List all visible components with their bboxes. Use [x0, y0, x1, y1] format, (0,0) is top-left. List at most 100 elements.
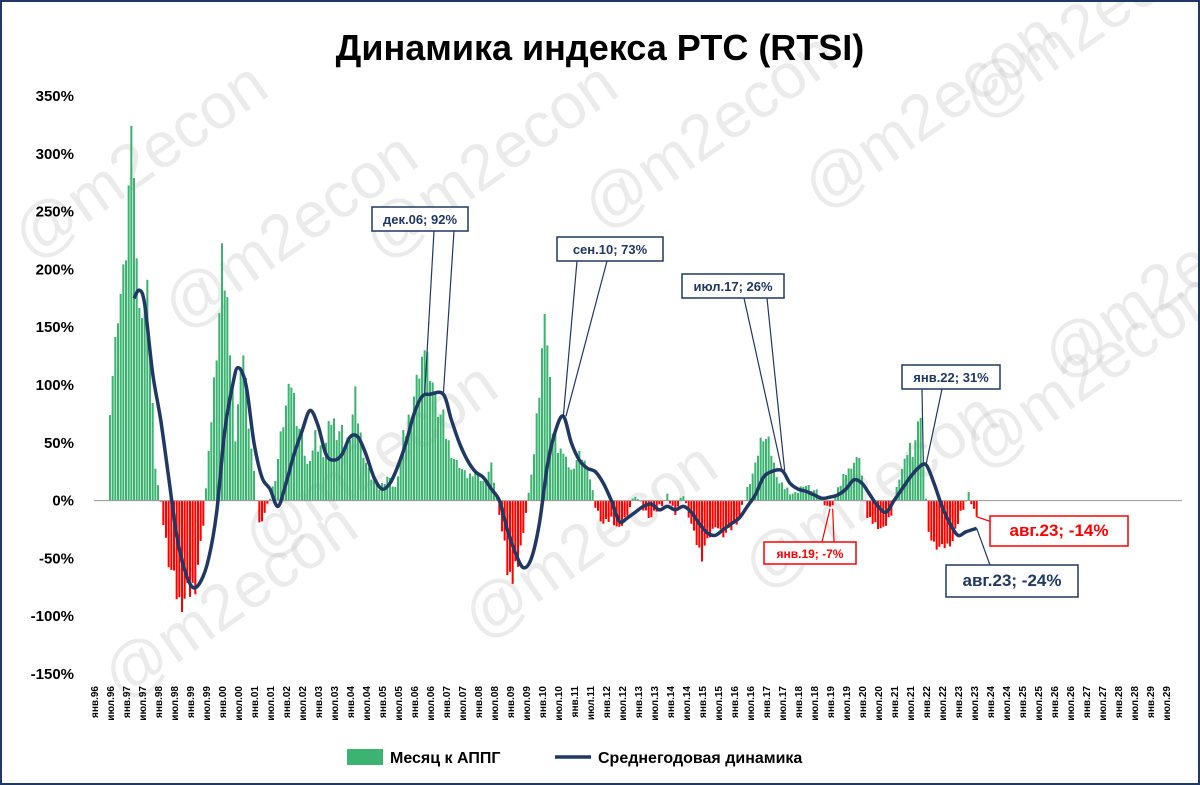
x-tick-label: янв.02 — [282, 686, 293, 718]
bar — [223, 290, 226, 501]
bar — [578, 450, 581, 501]
x-tick-label: июл.25 — [1034, 686, 1045, 721]
bar — [647, 500, 650, 519]
bar — [380, 483, 384, 501]
bar — [572, 468, 576, 501]
bar — [546, 345, 549, 501]
x-tick-label: июл.24 — [1002, 686, 1013, 721]
bar — [570, 469, 573, 501]
bar — [767, 436, 770, 501]
y-tick-label: -100% — [31, 608, 74, 625]
bar — [628, 500, 632, 508]
bar — [764, 438, 768, 501]
bar — [938, 500, 941, 547]
bar — [308, 460, 312, 501]
bar — [746, 486, 749, 501]
bar — [140, 318, 144, 501]
annotation-leader-line — [821, 508, 831, 543]
bar — [823, 500, 826, 506]
bar — [151, 403, 154, 501]
x-tick-label: янв.25 — [1018, 686, 1029, 718]
bar — [234, 441, 237, 501]
bar — [247, 428, 250, 501]
bar — [738, 500, 741, 518]
x-tick-label: янв.16 — [730, 686, 741, 718]
bar — [298, 428, 301, 501]
bar — [882, 500, 885, 527]
bar — [908, 442, 912, 501]
annotation-box — [763, 541, 857, 565]
bar — [474, 471, 477, 501]
x-tick-label: янв.00 — [218, 686, 229, 718]
bar — [804, 485, 808, 501]
bar — [343, 446, 346, 501]
bar — [708, 500, 712, 538]
bar — [514, 500, 517, 562]
bar — [724, 500, 728, 533]
bar — [671, 500, 674, 506]
bar — [196, 500, 200, 565]
x-tick-label: янв.29 — [1146, 686, 1157, 718]
bar — [922, 464, 925, 501]
bar — [954, 500, 957, 529]
bar — [324, 442, 328, 501]
bar — [346, 437, 349, 501]
bar — [394, 486, 397, 501]
bar — [207, 450, 210, 501]
bar — [548, 376, 552, 501]
legend-label-line: Среднегодовая динамика — [598, 750, 802, 767]
bar — [532, 454, 536, 501]
bar — [388, 477, 392, 501]
bar — [772, 462, 776, 501]
bar — [159, 500, 162, 502]
bar — [599, 500, 602, 522]
x-tick-label: янв.19 — [826, 686, 837, 718]
x-tick-label: янв.03 — [314, 686, 325, 718]
x-tick-label: янв.01 — [250, 686, 261, 718]
bar — [383, 484, 386, 501]
bar — [442, 409, 445, 501]
bar — [874, 500, 877, 523]
bar — [239, 367, 242, 501]
bar — [266, 500, 269, 504]
legend-swatch-bars — [347, 749, 383, 765]
bar — [415, 374, 418, 501]
bar — [679, 497, 682, 501]
bar — [418, 378, 421, 501]
bar — [202, 500, 205, 526]
x-tick-label: янв.97 — [122, 686, 133, 718]
bar — [410, 418, 413, 501]
bar — [799, 486, 802, 501]
bar — [930, 500, 933, 541]
annotation-box — [556, 236, 664, 262]
bar — [754, 462, 757, 501]
bar — [668, 500, 672, 504]
y-tick-label: 0% — [52, 493, 74, 510]
bar — [130, 125, 133, 501]
x-tick-label: янв.08 — [474, 686, 485, 718]
x-tick-label: июл.11 — [586, 686, 597, 721]
x-tick-label: янв.96 — [90, 686, 101, 718]
bar — [522, 500, 525, 533]
x-tick-label: июл.27 — [1098, 686, 1109, 721]
bar — [943, 500, 946, 549]
y-tick-label: 200% — [36, 261, 74, 278]
bar — [756, 455, 760, 501]
bar — [711, 500, 714, 529]
bar — [450, 457, 453, 501]
bar — [199, 500, 202, 541]
bar — [732, 500, 736, 524]
bar — [188, 500, 192, 597]
bar — [322, 457, 325, 501]
bar — [132, 178, 136, 501]
bar — [666, 493, 669, 501]
annotation-box — [371, 206, 469, 232]
x-tick-label: июл.00 — [234, 686, 245, 721]
bar — [660, 500, 664, 507]
bar — [940, 500, 944, 545]
x-tick-label: июл.08 — [490, 686, 501, 721]
x-tick-label: янв.13 — [634, 686, 645, 718]
bar — [959, 500, 962, 511]
x-tick-label: янв.20 — [858, 686, 869, 718]
